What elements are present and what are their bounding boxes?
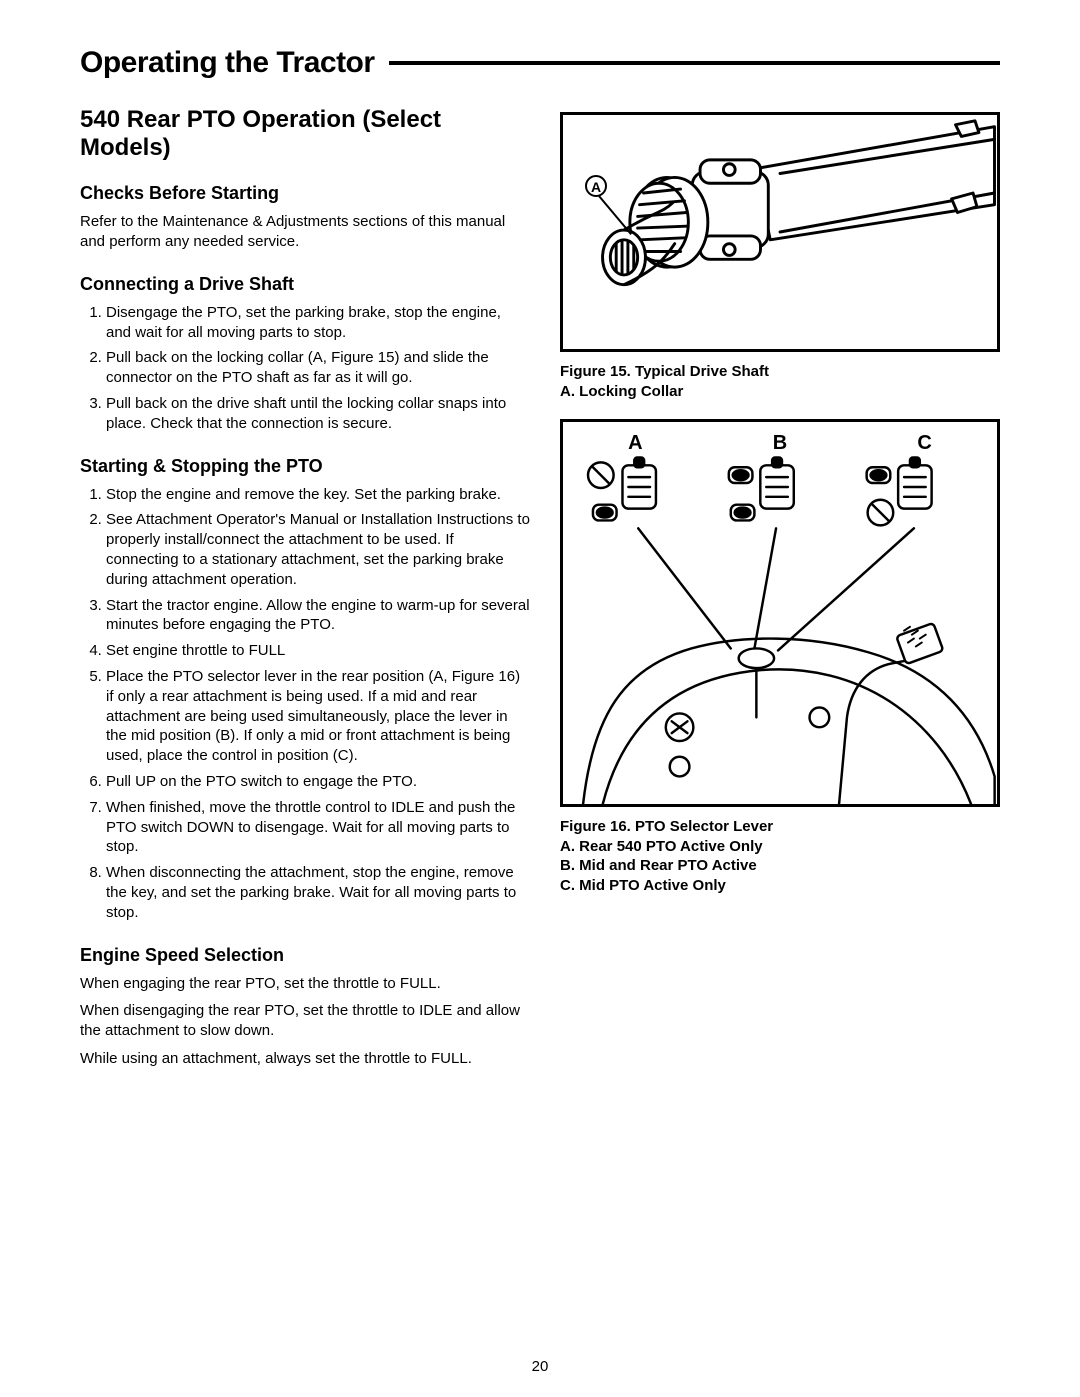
list-item: When disconnecting the attachment, stop … <box>106 863 530 922</box>
list-item: Stop the engine and remove the key. Set … <box>106 485 530 505</box>
label-a: A <box>628 432 642 455</box>
figure-15-caption-l1: Figure 15. Typical Drive Shaft <box>560 363 769 380</box>
list-item: Pull back on the drive shaft until the l… <box>106 394 530 434</box>
figure-16-caption-l2: A. Rear 540 PTO Active Only <box>560 838 763 855</box>
list-item: See Attachment Operator's Manual or Inst… <box>106 510 530 589</box>
list-item: Disengage the PTO, set the parking brake… <box>106 303 530 343</box>
chapter-header: Operating the Tractor <box>80 46 1000 80</box>
label-b: B <box>773 432 787 455</box>
figure-16-labels: A B C <box>563 432 997 455</box>
figure-16-box: A B C <box>560 419 1000 807</box>
pto-selector-illustration <box>563 422 997 804</box>
subheading-startstop: Starting & Stopping the PTO <box>80 456 530 477</box>
checks-paragraph: Refer to the Maintenance & Adjustments s… <box>80 212 530 252</box>
connecting-list: Disengage the PTO, set the parking brake… <box>80 303 530 434</box>
engine-speed-p1: When engaging the rear PTO, set the thro… <box>80 974 530 994</box>
figure-15-caption-l2: A. Locking Collar <box>560 383 683 400</box>
label-c: C <box>917 432 931 455</box>
figure-15-caption: Figure 15. Typical Drive Shaft A. Lockin… <box>560 362 1000 401</box>
figure-15-box: A <box>560 112 1000 352</box>
figure-16-caption-l4: C. Mid PTO Active Only <box>560 877 726 894</box>
chapter-title: Operating the Tractor <box>80 46 375 80</box>
subheading-engine-speed: Engine Speed Selection <box>80 945 530 966</box>
callout-a-circle: A <box>585 175 607 197</box>
subheading-connecting: Connecting a Drive Shaft <box>80 274 530 295</box>
left-column: 540 Rear PTO Operation (Select Models) C… <box>80 106 530 1077</box>
list-item: Pull UP on the PTO switch to engage the … <box>106 772 530 792</box>
list-item: Set engine throttle to FULL <box>106 641 530 661</box>
engine-speed-p2: When disengaging the rear PTO, set the t… <box>80 1001 530 1041</box>
page-number: 20 <box>0 1358 1080 1375</box>
figure-16-caption: Figure 16. PTO Selector Lever A. Rear 54… <box>560 817 1000 895</box>
title-rule <box>389 61 1000 65</box>
two-column-layout: 540 Rear PTO Operation (Select Models) C… <box>80 106 1000 1077</box>
manual-page: Operating the Tractor 540 Rear PTO Opera… <box>0 0 1080 1397</box>
startstop-list: Stop the engine and remove the key. Set … <box>80 485 530 923</box>
list-item: Pull back on the locking collar (A, Figu… <box>106 348 530 388</box>
figure-16-caption-l1: Figure 16. PTO Selector Lever <box>560 818 773 835</box>
section-title: 540 Rear PTO Operation (Select Models) <box>80 106 530 161</box>
subheading-checks: Checks Before Starting <box>80 183 530 204</box>
list-item: When finished, move the throttle control… <box>106 798 530 857</box>
list-item: Place the PTO selector lever in the rear… <box>106 667 530 766</box>
figure-16-caption-l3: B. Mid and Rear PTO Active <box>560 857 757 874</box>
engine-speed-p3: While using an attachment, always set th… <box>80 1049 530 1069</box>
list-item: Start the tractor engine. Allow the engi… <box>106 596 530 636</box>
right-column: A Figure 15. Typical Drive Shaft A. Lock… <box>560 106 1000 1077</box>
